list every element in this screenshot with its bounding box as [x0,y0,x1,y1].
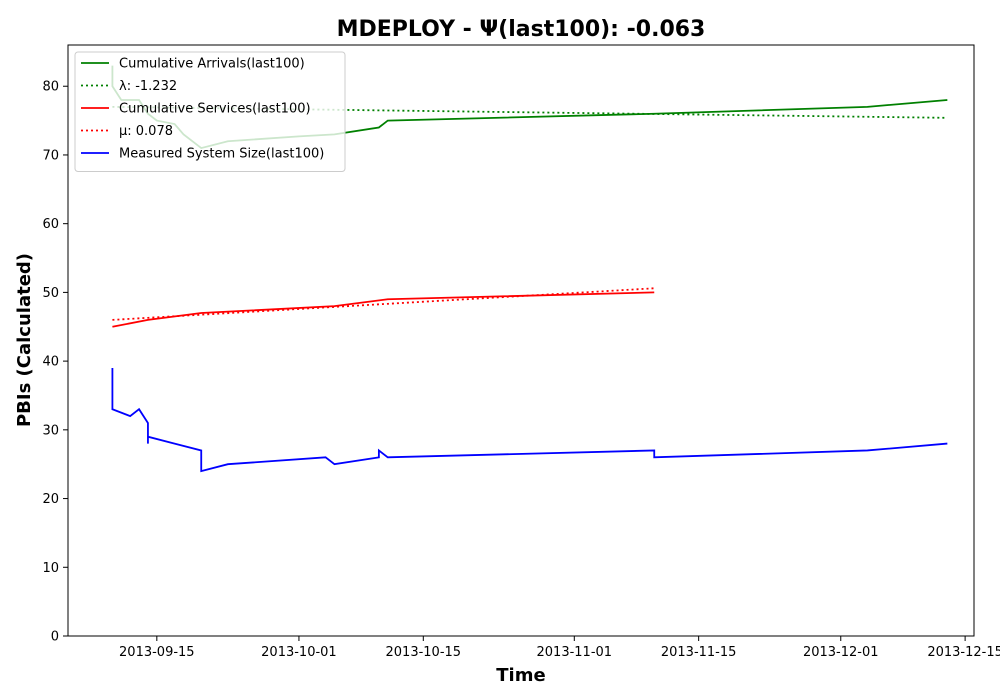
y-tick-label: 20 [42,492,59,507]
y-tick-label: 70 [42,148,59,163]
y-axis-label: PBIs (Calculated) [14,253,35,427]
legend-label: Measured System Size(last100) [119,147,324,162]
legend: Cumulative Arrivals(last100) λ: -1.232 Cum… [75,52,345,172]
y-tick-label: 50 [42,286,59,301]
legend-label: Cumulative Arrivals(last100) [119,57,305,72]
x-tick-label: 2013-09-15 [119,645,195,660]
x-tick-label: 2013-11-01 [537,645,613,660]
chart-title: MDEPLOY - Ψ(last100): -0.063 [337,17,706,42]
legend-label: λ: -1.232 [119,79,177,94]
x-tick-label: 2013-12-15 [927,645,1000,660]
legend-label: μ: 0.078 [119,124,173,139]
y-tick-label: 0 [51,630,59,645]
y-tick-label: 10 [42,561,59,576]
y-tick-label: 80 [42,80,59,95]
x-tick-label: 2013-11-15 [661,645,737,660]
x-axis-label: Time [496,665,545,686]
x-tick-label: 2013-10-15 [386,645,462,660]
x-tick-label: 2013-12-01 [803,645,879,660]
y-tick-label: 30 [42,423,59,438]
y-tick-label: 40 [42,355,59,370]
x-tick-label: 2013-10-01 [261,645,337,660]
y-tick-label: 60 [42,217,59,232]
legend-label: Cumulative Services(last100) [119,102,311,117]
